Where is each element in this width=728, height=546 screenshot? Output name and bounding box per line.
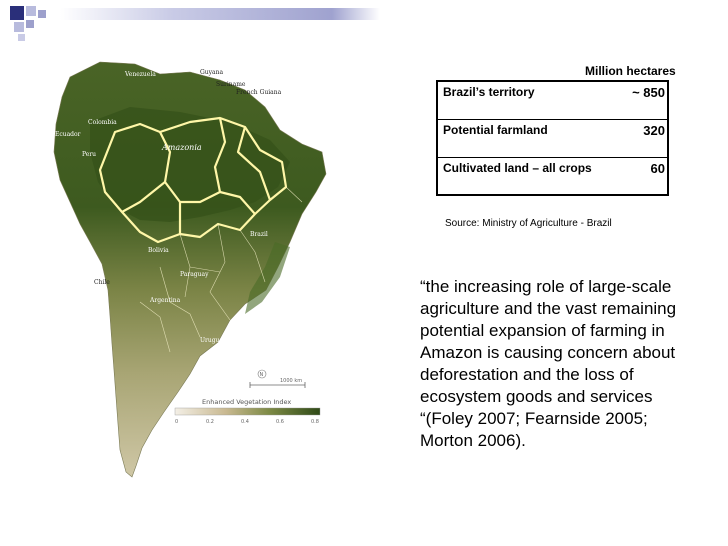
decor-title-bar [60,8,380,20]
label-bolivia: Bolivia [148,247,169,254]
legend-title: Enhanced Vegetation Index [202,398,291,406]
row-label: Cultivated land – all crops [437,156,598,195]
label-guyana: Guyana [200,69,223,76]
decor-square-light [38,10,46,18]
legend-tick: 0.2 [206,419,214,425]
label-colombia: Colombia [88,119,117,126]
table-row: Brazil’s territory ~ 850 [437,81,668,119]
label-argentina: Argentina [149,297,181,304]
label-chile: Chile [94,279,110,286]
label-paraguay: Paraguay [180,271,209,278]
row-value: ~ 850 [632,85,665,100]
legend-tick: 0 [175,419,178,425]
decor-square-light [18,34,25,41]
decor-square-dark [10,6,24,20]
label-suriname: Suriname [216,81,246,88]
scale-label: 1000 km [280,378,302,384]
label-ecuador: Ecuador [55,131,81,138]
north-arrow-icon: N [260,372,264,378]
label-venezuela: Venezuela [124,71,156,78]
label-brazil: Brazil [250,231,268,238]
legend-tick: 0.4 [241,419,249,425]
table-row: Potential farmland 320 [437,118,668,157]
table-units-label: Million hectares [585,64,676,78]
amazonia-boundary [98,116,288,244]
label-peru: Peru [82,151,96,158]
evi-legend: Enhanced Vegetation Index 0 0.2 0.4 0.6 … [174,398,321,425]
row-value: 320 [598,118,668,157]
row-label: Brazil’s territory [443,85,535,99]
row-value: 60 [598,156,668,195]
forest-core [90,107,290,222]
table-source: Source: Ministry of Agriculture - Brazil [445,218,612,229]
decor-square-light [14,22,24,32]
label-amazonia: Amazonia [161,143,202,152]
legend-tick: 0.8 [311,419,319,425]
label-uruguay: Uruguay [200,337,227,344]
decor-square-light [26,20,34,28]
table-row: Cultivated land – all crops 60 [437,156,668,195]
farmland-table: Brazil’s territory ~ 850 Potential farml… [436,80,669,196]
south-america-vegetation-map: Venezuela Guyana Suriname French Guiana … [53,61,327,478]
label-french-guiana: French Guiana [236,89,282,96]
decor-square-light [26,6,36,16]
state-boundaries [139,186,303,353]
scale-bar: 1000 km N [249,369,306,388]
legend-tick: 0.6 [276,419,284,425]
coastal-forest [245,242,290,314]
quote-text: “the increasing role of large-scale agri… [420,277,677,450]
row-label: Potential farmland [437,118,598,157]
